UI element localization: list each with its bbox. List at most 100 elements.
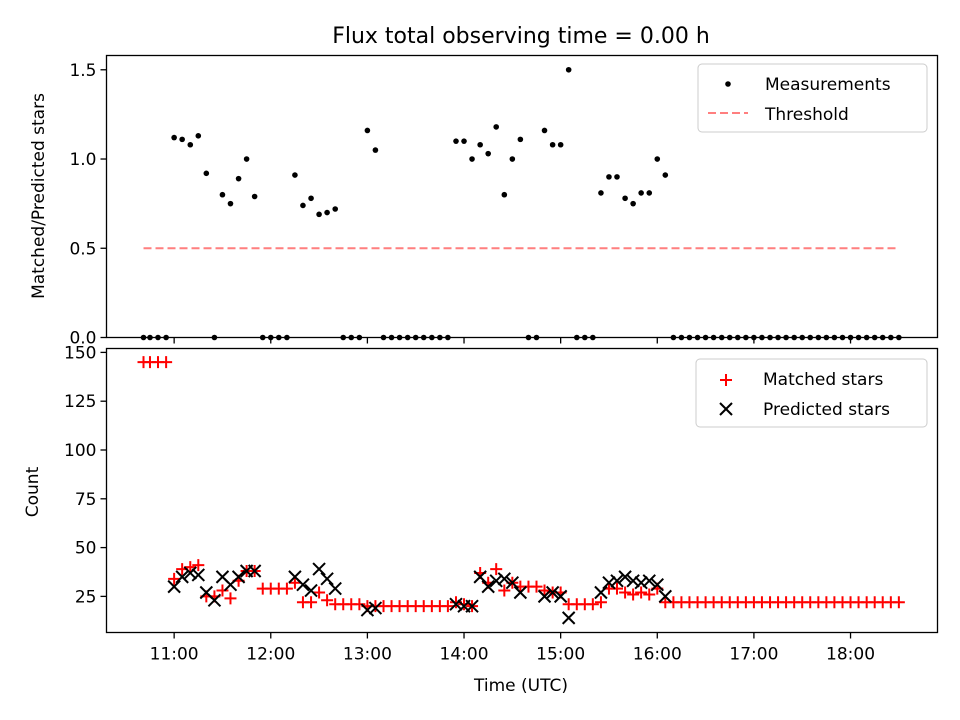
predicted-star-marker: [594, 585, 608, 600]
measurement-point: [292, 172, 298, 178]
matched-star-marker: [168, 572, 181, 585]
count-y-tick-label: 150: [64, 343, 96, 363]
matched-star-marker: [192, 559, 205, 572]
ratio-y-tick-label: 1.5: [69, 61, 96, 81]
predicted-star-marker: [465, 599, 479, 613]
measurement-point: [614, 174, 620, 180]
ratio-x-ticks: [173, 337, 852, 344]
measurement-point: [630, 200, 636, 207]
matched-star-marker: [458, 598, 471, 611]
measurement-point: [453, 138, 459, 144]
count-x-tick-label: 18:00: [826, 645, 875, 665]
count-x-tick-label: 13:00: [343, 645, 392, 665]
matched-star-marker: [610, 582, 623, 595]
predicted-star-marker: [505, 576, 520, 590]
matched-star-marker: [184, 561, 197, 574]
matched-star-marker: [216, 584, 229, 597]
count-panel: 25 50 75 100 125 150 11:00 12:00 13:00 14:00 15:0…: [23, 343, 939, 696]
count-legend: Matched stars Predicted stars: [695, 358, 928, 428]
measurement-point: [477, 141, 483, 148]
count-x-axis-label: Time (UTC): [473, 676, 568, 696]
predicted-star-marker: [561, 611, 576, 625]
count-marks: [137, 356, 905, 625]
measurement-point: [203, 170, 210, 177]
measurement-point: [606, 174, 612, 180]
matched-star-marker: [538, 584, 551, 597]
measurement-point: [517, 136, 524, 143]
count-y-tick-label: 75: [75, 490, 97, 510]
count-y-axis-label: Count: [23, 466, 43, 517]
legend-measurements-label: Measurements: [765, 75, 891, 95]
legend-measurements-marker: [725, 81, 731, 87]
measurement-point: [565, 66, 572, 73]
measurement-point: [332, 206, 339, 212]
measurement-point: [195, 133, 202, 139]
count-x-tick-label: 15:00: [536, 645, 585, 665]
measurement-point: [646, 190, 653, 196]
predicted-star-marker: [553, 589, 568, 604]
ratio-y-tick-label: 1.0: [69, 150, 96, 170]
count-y-axis: 25 50 75 100 125 150: [64, 343, 107, 607]
measurement-point: [227, 200, 234, 207]
count-x-tick-label: 11:00: [150, 645, 199, 665]
count-y-tick-label: 25: [75, 587, 97, 607]
measurement-point: [187, 141, 194, 148]
matched-star-marker: [160, 356, 173, 369]
measurement-point: [541, 127, 548, 134]
predicted-star-marker: [207, 593, 222, 608]
matched-star-marker: [288, 576, 301, 589]
predicted-star-marker: [650, 577, 664, 592]
matched-star-marker: [321, 594, 334, 607]
measurement-point: [179, 136, 185, 143]
measurement-point: [372, 147, 379, 153]
figure-title: Flux total observing time = 0.00 h: [332, 24, 710, 49]
predicted-star-marker: [610, 574, 624, 588]
legend-matched-label: Matched stars: [763, 370, 883, 390]
measurement-point: [251, 193, 258, 200]
predicted-star-marker: [658, 589, 673, 604]
count-x-axis: 11:00 12:00 13:00 14:00 15:00 16:00 17:00 18:00: [150, 632, 875, 665]
predicted-star-marker: [368, 601, 383, 615]
measurement-point: [171, 134, 177, 141]
matched-star-marker: [353, 598, 366, 611]
measurement-point: [308, 195, 314, 202]
count-x-tick-label: 17:00: [729, 645, 778, 665]
matched-star-marker: [619, 586, 632, 599]
predicted-star-marker: [183, 566, 197, 580]
predicted-star-marker: [545, 585, 560, 600]
legend-matched-marker: [720, 374, 732, 386]
matched-star-marker: [305, 596, 318, 609]
legend-threshold-label: Threshold: [764, 105, 849, 125]
measurement-point: [324, 209, 330, 216]
matched-star-marker: [313, 586, 326, 599]
measurement-point: [235, 175, 242, 182]
count-y-tick-label: 100: [64, 441, 96, 461]
predicted-star-marker: [175, 570, 189, 584]
count-panel-frame: [105, 347, 939, 634]
measurement-point: [549, 141, 556, 148]
predicted-star-marker: [602, 576, 616, 590]
measurement-point: [598, 190, 604, 196]
predicted-star-marker: [618, 570, 632, 584]
ratio-y-axis: 0.0 0.5 1.0 1.5: [69, 61, 107, 349]
matched-star-marker: [627, 588, 640, 601]
measurement-point: [638, 190, 644, 196]
ratio-panel-frame: [105, 54, 939, 339]
predicted-star-marker: [634, 576, 648, 590]
predicted-star-marker: [360, 603, 375, 617]
count-x-tick-label: 16:00: [633, 645, 682, 665]
count-legend-box: [695, 358, 928, 428]
predicted-star-marker: [513, 585, 528, 600]
predicted-star-marker: [489, 574, 503, 588]
predicted-star-marker: [167, 579, 181, 594]
measurement-point: [662, 172, 669, 178]
predicted-star-marker: [473, 570, 487, 584]
matched-star-marker: [280, 582, 293, 595]
matched-star-marker: [594, 596, 607, 609]
predicted-star-marker: [191, 568, 206, 582]
matched-star-marker: [441, 600, 454, 613]
measurement-point: [485, 150, 491, 157]
ratio-y-axis-label: Matched/Predicted stars: [29, 93, 49, 299]
ratio-panel: 0.0 0.5 1.0 1.5 Matched/Predicted stars Mea…: [29, 54, 939, 349]
